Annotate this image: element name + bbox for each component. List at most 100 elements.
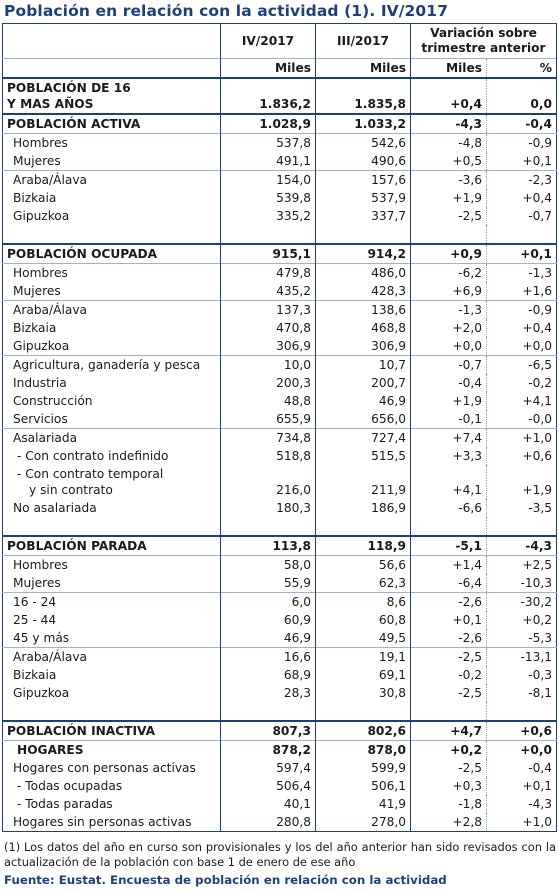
value-iv-2017: 306,9: [220, 337, 316, 356]
table-row: Industria 200,3 200,7 -0,4 -0,2: [3, 374, 557, 392]
row-label: Gipuzkoa: [13, 339, 70, 353]
value-iv-2017: 335,2: [220, 207, 316, 225]
row-label: Agricultura, ganadería y pesca: [2, 355, 221, 374]
value-variacion-miles: +0,4: [410, 77, 487, 114]
table-row: Mujeres 435,2 428,3 +6,9 +1,6: [3, 282, 557, 301]
value-variacion-miles: -6,6: [410, 499, 487, 517]
table-row: Hombres 479,8 486,0 -6,2 -1,3: [2, 263, 557, 282]
value-variacion-miles: +0,0: [410, 337, 487, 356]
value-variacion-miles: -0,2: [410, 666, 487, 684]
source-line: Fuente: Eustat. Encuesta de población en…: [4, 873, 447, 887]
row-label: - Con contrato temporal y sin contrato: [3, 465, 221, 499]
value-iv-2017: 137,3: [220, 300, 316, 319]
row-label: Hombres: [2, 555, 221, 574]
value-iii-2017: 486,0: [315, 263, 411, 282]
value-iv-2017: 597,4: [220, 759, 316, 777]
value-variacion-miles: -6,4: [410, 574, 487, 593]
value-variacion-miles: -0,4: [410, 374, 487, 392]
row-label: 25 - 44: [13, 613, 57, 627]
value-variacion-miles: +4,7: [410, 720, 487, 741]
value-variacion-miles: +2,0: [410, 319, 487, 337]
table-row: 25 - 44 60,9 60,8 +0,1 +0,2: [3, 611, 557, 629]
value-variacion-miles: +1,9: [410, 392, 487, 410]
table-row: Bizkaia 68,9 69,1 -0,2 -0,3: [3, 666, 557, 684]
value-variacion-pct: +2,5: [486, 555, 557, 574]
table-row: HOGARES 878,2 878,0 +0,2 +0,0: [2, 740, 557, 759]
value-iii-2017: 656,0: [371, 412, 406, 426]
value-iv-2017: 154,0: [220, 170, 316, 189]
row-label: Hombres: [2, 263, 221, 282]
page-title: Población en relación con la actividad (…: [4, 2, 449, 20]
value-iv-2017: 537,8: [220, 133, 316, 152]
value-variacion-pct: -0,2: [528, 376, 552, 390]
value-variacion-pct: -8,1: [528, 686, 552, 700]
column-header-iii-2017: III/2017: [337, 34, 389, 48]
row-label: Mujeres: [13, 284, 61, 298]
value-variacion-pct: -10,3: [520, 576, 552, 590]
value-iii-2017: 914,2: [315, 243, 411, 264]
variacion-line-2: trimestre anterior: [421, 41, 546, 55]
value-iii-2017: 10,7: [315, 355, 411, 374]
row-label: POBLACIÓN INACTIVA: [2, 720, 221, 741]
table-row: Asalariada 734,8 727,4 +7,4 +1,0: [2, 428, 557, 447]
value-iii-2017: 41,9: [378, 797, 406, 811]
value-variacion-pct: +0,2: [522, 613, 552, 627]
row-label: Construcción: [13, 394, 93, 408]
value-iii-2017: 278,0: [315, 813, 411, 832]
value-variacion-pct: -0,4: [486, 113, 557, 134]
value-variacion-miles: +0,1: [410, 611, 487, 629]
value-iii-2017: 60,8: [378, 613, 406, 627]
value-variacion-pct: +4,1: [522, 394, 552, 408]
value-variacion-pct: -13,1: [486, 647, 557, 666]
value-variacion-pct: +0,1: [522, 779, 552, 793]
value-iii-2017: 138,6: [315, 300, 411, 319]
value-variacion-miles: +0,9: [410, 243, 487, 264]
value-iii-2017: 8,6: [315, 592, 411, 611]
value-variacion-miles: -5,1: [410, 535, 487, 556]
table-row: No asalariada 180,3 186,9 -6,6 -3,5: [3, 499, 557, 517]
table-row: Hogares con personas activas 597,4 599,9 -2…: [3, 759, 557, 777]
table-row: POBLACIÓN ACTIVA 1.028,9 1.033,2 -4,3 -0,4: [2, 113, 557, 134]
spacer-row: [3, 225, 557, 244]
activity-table: IV/2017 III/2017 Variación sobre trimest…: [2, 23, 557, 832]
value-variacion-miles: +0,3: [410, 777, 487, 795]
footnote: (1) Los datos del año en curso son provi…: [4, 840, 556, 869]
value-variacion-miles: -4,3: [410, 113, 487, 134]
value-variacion-miles: -2,5: [410, 684, 487, 702]
value-iii-2017: 878,0: [315, 740, 411, 759]
value-variacion-pct: +0,4: [522, 321, 552, 335]
value-variacion-pct: -0,7: [528, 209, 552, 223]
value-variacion-pct: -0,0: [528, 412, 552, 426]
table-row: Construcción 48,8 46,9 +1,9 +4,1: [3, 392, 557, 410]
row-label: 45 y más: [13, 631, 70, 645]
row-label: Gipuzkoa: [13, 686, 70, 700]
table-row: Gipuzkoa 335,2 337,7 -2,5 -0,7: [3, 207, 557, 225]
row-label: Asalariada: [2, 428, 221, 447]
value-variacion-miles: -2,5: [410, 759, 487, 777]
table-row: Araba/Álava 16,6 19,1 -2,5 -13,1: [2, 647, 557, 666]
value-iii-2017: 157,6: [315, 170, 411, 189]
value-variacion-pct: +0,0: [522, 339, 552, 353]
value-iv-2017: 200,3: [220, 374, 316, 392]
spacer-row: [3, 517, 557, 536]
value-variacion-pct: +0,1: [522, 154, 552, 168]
value-variacion-pct: -5,3: [528, 631, 552, 645]
row-label: Mujeres: [13, 154, 61, 168]
row-label: POBLACIÓN PARADA: [2, 535, 221, 556]
row-label: POBLACIÓN DE 16 Y MAS AÑOS: [2, 77, 221, 114]
value-variacion-miles: +2,8: [410, 813, 487, 832]
value-iii-2017: 506,1: [371, 779, 406, 793]
value-variacion-miles: -3,6: [410, 170, 487, 189]
row-label: Servicios: [13, 412, 68, 426]
value-iii-2017: 1.835,8: [315, 77, 411, 114]
value-variacion-pct: +0,4: [522, 191, 552, 205]
value-iv-2017: 435,2: [220, 282, 316, 301]
value-variacion-miles: -4,8: [410, 133, 487, 152]
row-label-line-2: y sin contrato: [29, 483, 113, 497]
value-iii-2017: 211,9: [371, 483, 406, 497]
value-variacion-miles: -2,5: [410, 207, 487, 225]
value-iii-2017: 186,9: [371, 501, 406, 515]
value-variacion-miles: -1,3: [410, 300, 487, 319]
value-variacion-miles: -0,1: [410, 410, 487, 429]
value-iv-2017: 40,1: [220, 795, 316, 813]
